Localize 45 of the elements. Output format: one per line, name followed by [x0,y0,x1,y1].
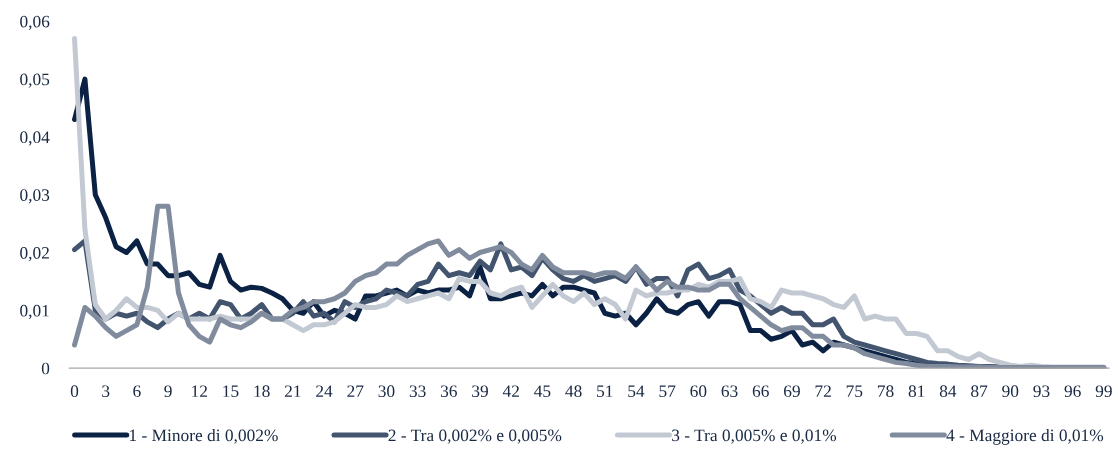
x-tick-label: 84 [939,385,957,398]
x-tick-label: 63 [721,385,738,398]
x-tick-label: 54 [628,385,645,398]
x-tick-label: 6 [133,385,141,398]
x-tick-label: 48 [565,385,582,398]
x-tick-label: 33 [409,385,426,398]
x-tick-label: 18 [254,385,270,398]
x-tick-label: 36 [440,385,457,398]
x-tick-label: 69 [784,385,800,398]
x-tick-label: 51 [597,385,613,398]
y-tick-label: 0,04 [20,131,50,146]
x-tick-label: 90 [1002,385,1019,398]
y-tick-label: 0,06 [20,15,50,30]
x-tick-label: 87 [971,385,988,398]
x-tick-label: 81 [908,385,925,398]
y-tick-label: 0,02 [20,247,49,262]
x-tick-label: 75 [846,385,863,398]
x-tick-label: 72 [815,385,831,397]
x-tick-label: 78 [877,385,894,398]
x-tick-label: 15 [223,385,239,398]
legend-label: 2 - Tra 0,002% e 0,005% [388,429,562,444]
x-tick-label: 45 [534,385,551,398]
legend-label: 4 - Maggiore di 0,01% [946,428,1104,445]
x-tick-label: 60 [690,385,707,398]
x-tick-label: 57 [659,385,676,398]
x-tick-label: 93 [1033,385,1050,398]
legend-label: 3 - Tra 0,005% e 0,01% [672,429,837,444]
y-tick-label: 0 [41,362,50,375]
x-tick-label: 21 [284,385,301,397]
x-tick-label: 3 [102,385,110,398]
y-tick-label: 0,05 [20,73,50,88]
legend-label: 1 - Minore di 0,002% [129,428,278,444]
x-tick-label: 99 [1095,385,1112,398]
x-tick-label: 30 [378,385,395,398]
x-tick-label: 9 [164,385,172,398]
x-tick-label: 42 [502,385,519,397]
x-tick-label: 24 [316,385,333,397]
x-tick-label: 12 [192,385,208,397]
x-tick-label: 0 [70,385,79,398]
y-tick-label: 0,03 [20,189,50,204]
x-tick-label: 66 [752,385,769,398]
y-tick-label: 0,01 [20,304,49,320]
x-tick-label: 39 [472,385,488,398]
x-tick-label: 96 [1064,385,1081,398]
x-tick-label: 27 [347,385,364,397]
